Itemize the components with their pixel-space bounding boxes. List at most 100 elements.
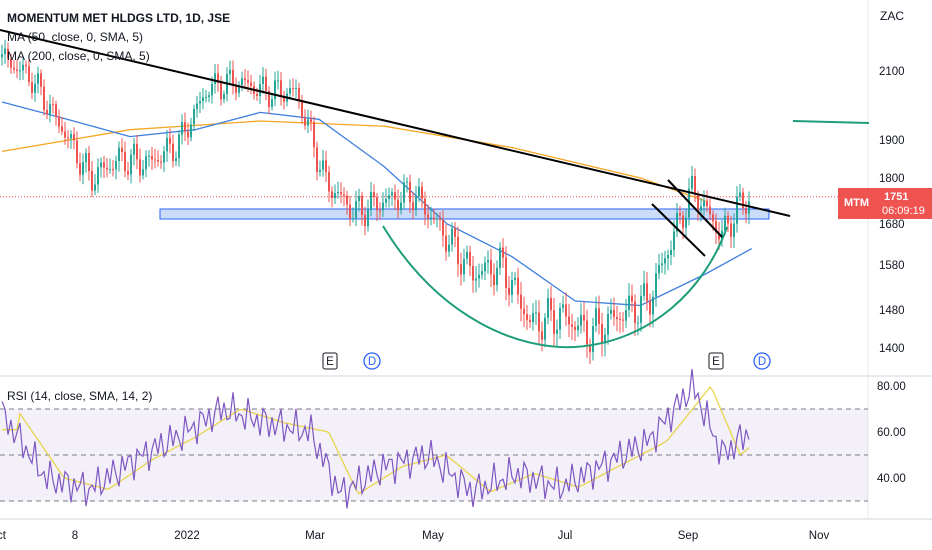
target-line (792, 120, 870, 124)
candle-body (208, 95, 210, 97)
candle-body (496, 267, 498, 286)
candle-body (400, 202, 402, 211)
candle-body (205, 96, 207, 98)
candle-body (325, 160, 327, 173)
candle-body (319, 169, 321, 173)
candle-body (136, 143, 138, 160)
candle-body (562, 304, 564, 308)
candle-body (559, 307, 561, 330)
candle-body (370, 192, 372, 210)
price-tag-value: 1751 (884, 191, 909, 203)
candle-body (715, 221, 717, 233)
candle-body (487, 260, 489, 263)
candle-body (280, 80, 282, 96)
candle-body (166, 138, 168, 152)
flag-lower-line (651, 203, 706, 257)
candle-body (52, 104, 54, 106)
candle-body (283, 95, 285, 102)
candle-body (73, 134, 75, 141)
candle-body (343, 194, 345, 196)
candle-body (628, 295, 630, 311)
candle-body (250, 82, 252, 86)
x-tick-label: Nov (809, 530, 830, 542)
candle-body (418, 186, 420, 197)
candle-body (40, 73, 42, 87)
candle-body (619, 318, 621, 320)
candle-body (151, 155, 153, 160)
candle-body (481, 271, 483, 275)
candle-body (88, 152, 90, 172)
candle-body (556, 329, 558, 334)
rsi-tick-label: 40.00 (877, 473, 906, 485)
candle-body (541, 331, 543, 340)
candle-body (508, 287, 510, 295)
candle-body (409, 181, 411, 203)
candle-body (55, 104, 57, 117)
candle-body (451, 228, 453, 245)
candle-body (76, 140, 78, 164)
candle-body (637, 322, 639, 324)
candle-body (259, 84, 261, 97)
price-tag-countdown: 06:09:19 (882, 205, 925, 217)
candle-body (175, 158, 177, 162)
candle-body (535, 312, 537, 314)
candle-body (367, 209, 369, 227)
candle-body (106, 167, 108, 170)
candle-body (532, 312, 534, 323)
candle-body (334, 193, 336, 199)
x-tick-label: 2022 (174, 530, 200, 542)
candle-body (25, 64, 27, 67)
candle-body (100, 162, 102, 168)
rsi-line (1, 369, 750, 509)
candle-body (331, 191, 333, 199)
candle-body (43, 86, 45, 111)
dividend-marker-circle (363, 352, 381, 370)
candle-body (232, 69, 234, 85)
ma200-line (1, 120, 706, 202)
dividend-marker-label: D (368, 356, 376, 368)
candle-body (733, 223, 735, 237)
candle-body (19, 70, 21, 72)
candle-body (127, 171, 129, 175)
candle-body (379, 210, 381, 212)
candle-body (328, 172, 330, 192)
candle-body (268, 90, 270, 107)
candle-body (433, 217, 435, 220)
candle-body (385, 198, 387, 203)
candle-body (670, 249, 672, 255)
candle-body (124, 152, 126, 172)
candle-body (139, 159, 141, 176)
candle-body (265, 76, 267, 91)
candle-body (547, 297, 549, 318)
candle-body (178, 134, 180, 159)
candle-body (520, 294, 522, 309)
candle-body (745, 208, 747, 214)
candle-body (346, 195, 348, 205)
candle-body (664, 258, 666, 264)
candle-body (7, 48, 9, 59)
candle-body (679, 213, 681, 216)
chart-title: MOMENTUM MET HLDGS LTD, 1D, JSE (7, 11, 231, 25)
candle-body (676, 213, 678, 232)
candle-body (46, 110, 48, 115)
candle-body (460, 264, 462, 275)
candle-body (397, 199, 399, 211)
candle-body (4, 48, 6, 55)
candle-body (694, 176, 696, 195)
candle-body (355, 201, 357, 219)
candle-body (442, 220, 444, 236)
candle-body (415, 196, 417, 211)
candle-body (61, 126, 63, 132)
candle-body (730, 223, 732, 237)
candle-body (511, 280, 513, 295)
candle-body (187, 131, 189, 138)
candle-body (673, 231, 675, 250)
candle-body (13, 67, 15, 70)
candle-body (130, 154, 132, 175)
candle-body (691, 176, 693, 189)
candle-body (589, 344, 591, 353)
candle-body (616, 317, 618, 319)
candle-body (469, 251, 471, 266)
candle-body (490, 260, 492, 275)
